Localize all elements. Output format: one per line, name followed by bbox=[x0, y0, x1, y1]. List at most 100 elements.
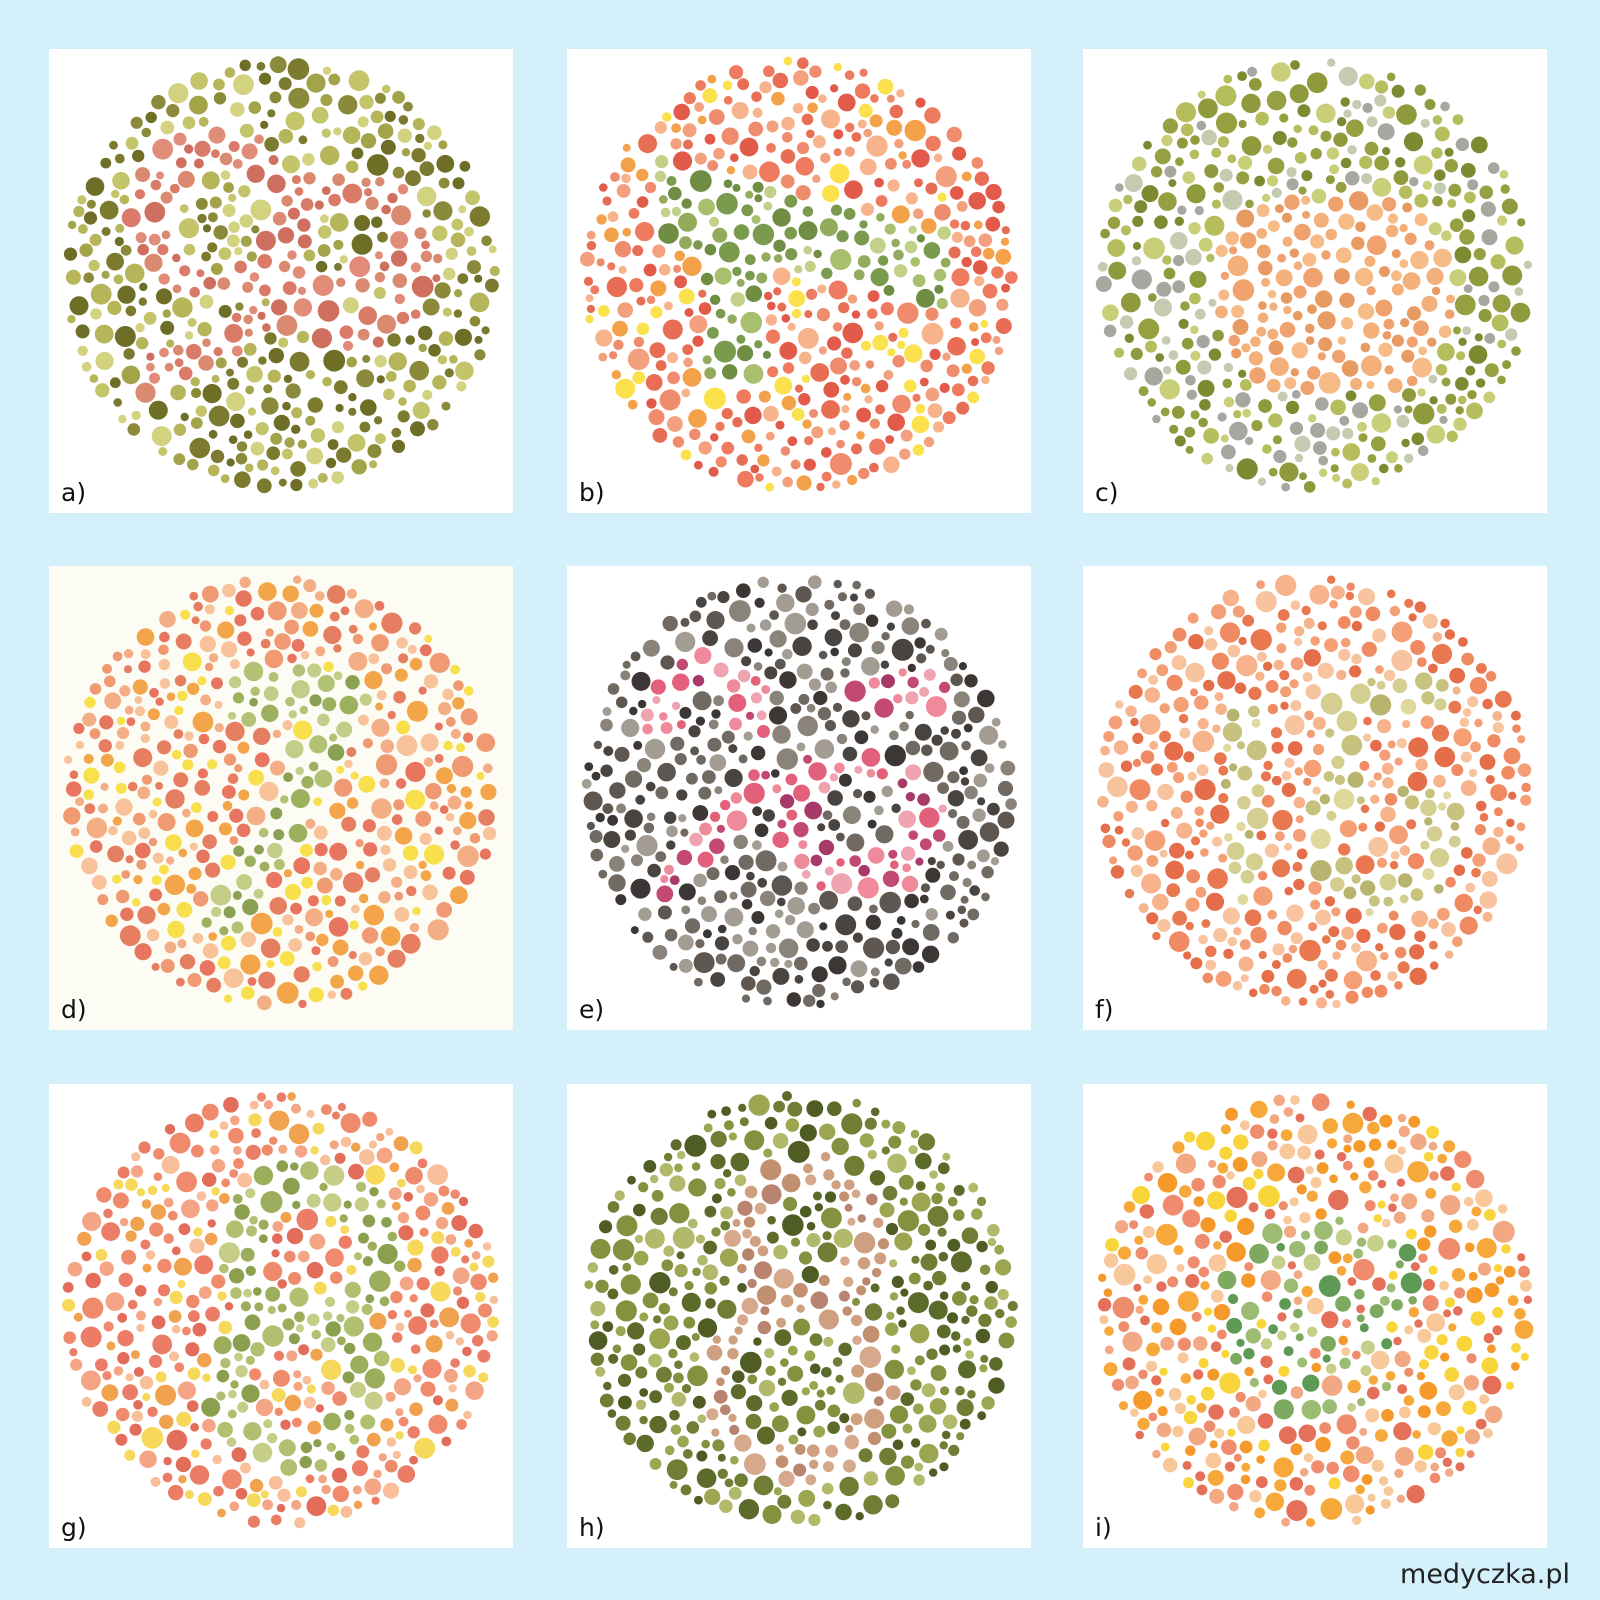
background-dot bbox=[819, 1123, 836, 1140]
background-dot bbox=[941, 649, 950, 658]
background-dot bbox=[1294, 152, 1307, 164]
figure-dot bbox=[309, 694, 322, 707]
background-dot bbox=[1493, 1264, 1503, 1273]
background-dot bbox=[1007, 1300, 1018, 1312]
background-dot bbox=[223, 753, 237, 766]
background-dot bbox=[1312, 743, 1325, 756]
background-dot bbox=[939, 741, 959, 761]
figure-dot bbox=[394, 293, 405, 305]
figure-dot bbox=[1226, 708, 1240, 722]
background-dot bbox=[100, 753, 114, 767]
background-dot bbox=[702, 630, 718, 647]
background-dot bbox=[1497, 375, 1506, 385]
background-dot bbox=[223, 182, 235, 193]
background-dot bbox=[381, 612, 403, 634]
background-dot bbox=[722, 1169, 732, 1178]
background-dot bbox=[1269, 1114, 1280, 1124]
figure-dot bbox=[802, 206, 814, 217]
background-dot bbox=[1223, 396, 1235, 408]
background-dot bbox=[226, 234, 240, 248]
background-dot bbox=[864, 588, 875, 599]
background-dot bbox=[970, 246, 982, 258]
background-dot bbox=[1190, 135, 1200, 145]
figure-dot bbox=[1320, 692, 1343, 715]
background-dot bbox=[124, 263, 145, 284]
figure-dot bbox=[775, 1455, 789, 1468]
figure-dot bbox=[861, 748, 881, 767]
figure-dot bbox=[716, 192, 738, 215]
background-dot bbox=[456, 1419, 467, 1430]
background-dot bbox=[703, 387, 726, 410]
background-dot bbox=[342, 297, 359, 314]
background-dot bbox=[309, 1233, 326, 1250]
background-dot bbox=[1227, 1428, 1236, 1437]
figure-dot bbox=[1418, 346, 1427, 356]
figure-dot bbox=[1365, 908, 1374, 917]
background-dot bbox=[1262, 444, 1272, 454]
background-dot bbox=[1271, 741, 1284, 754]
background-dot bbox=[240, 235, 252, 247]
figure-dot bbox=[1220, 778, 1231, 789]
background-dot bbox=[174, 705, 184, 716]
background-dot bbox=[259, 781, 279, 802]
background-dot bbox=[880, 660, 890, 669]
background-dot bbox=[346, 747, 357, 757]
background-dot bbox=[184, 331, 194, 340]
background-dot bbox=[374, 92, 386, 104]
background-dot bbox=[630, 878, 651, 899]
background-dot bbox=[202, 834, 217, 849]
background-dot bbox=[1184, 850, 1194, 860]
figure-dot bbox=[798, 840, 808, 850]
background-dot bbox=[157, 740, 172, 755]
background-dot bbox=[1271, 62, 1291, 82]
figure-dot bbox=[294, 187, 304, 196]
figure-dot bbox=[1406, 336, 1418, 348]
background-dot bbox=[434, 282, 451, 299]
background-dot bbox=[1197, 379, 1215, 397]
background-dot bbox=[1380, 1498, 1391, 1509]
figure-dot bbox=[803, 754, 813, 764]
figure-dot bbox=[1397, 785, 1409, 798]
background-dot bbox=[787, 436, 798, 447]
figure-dot bbox=[226, 1220, 244, 1238]
figure-dot bbox=[249, 697, 258, 707]
background-dot bbox=[948, 1444, 960, 1456]
background-dot bbox=[935, 166, 957, 188]
background-dot bbox=[953, 691, 970, 708]
background-dot bbox=[1182, 171, 1195, 184]
background-dot bbox=[1257, 477, 1267, 486]
background-dot bbox=[1150, 166, 1163, 178]
figure-dot bbox=[1357, 1397, 1366, 1407]
figure-dot bbox=[354, 1197, 369, 1212]
background-dot bbox=[332, 939, 349, 956]
figure-dot bbox=[325, 1321, 341, 1337]
background-dot bbox=[1306, 1297, 1324, 1315]
background-dot bbox=[830, 647, 839, 657]
background-dot bbox=[1312, 716, 1326, 730]
figure-dot bbox=[1402, 272, 1421, 290]
background-dot bbox=[112, 874, 122, 884]
background-dot bbox=[889, 1259, 898, 1268]
background-dot bbox=[835, 1374, 844, 1383]
figure-dot bbox=[280, 1459, 298, 1476]
background-dot bbox=[1189, 270, 1207, 288]
figure-dot bbox=[851, 1189, 861, 1199]
background-dot bbox=[946, 364, 960, 378]
background-dot bbox=[771, 466, 782, 477]
background-dot bbox=[145, 111, 157, 124]
background-dot bbox=[1420, 715, 1434, 729]
figure-dot bbox=[365, 1294, 375, 1304]
background-dot bbox=[160, 320, 175, 335]
figure-dot bbox=[220, 1357, 231, 1369]
figure-dot bbox=[1321, 250, 1331, 260]
figure-dot bbox=[156, 171, 164, 180]
background-dot bbox=[1332, 473, 1341, 483]
figure-dot bbox=[1360, 1340, 1375, 1355]
background-dot bbox=[226, 368, 234, 377]
background-dot bbox=[669, 1410, 680, 1421]
background-dot bbox=[360, 133, 377, 149]
background-dot bbox=[465, 190, 480, 206]
figure-dot bbox=[267, 842, 283, 859]
background-dot bbox=[1298, 997, 1308, 1006]
background-dot bbox=[1132, 241, 1142, 251]
